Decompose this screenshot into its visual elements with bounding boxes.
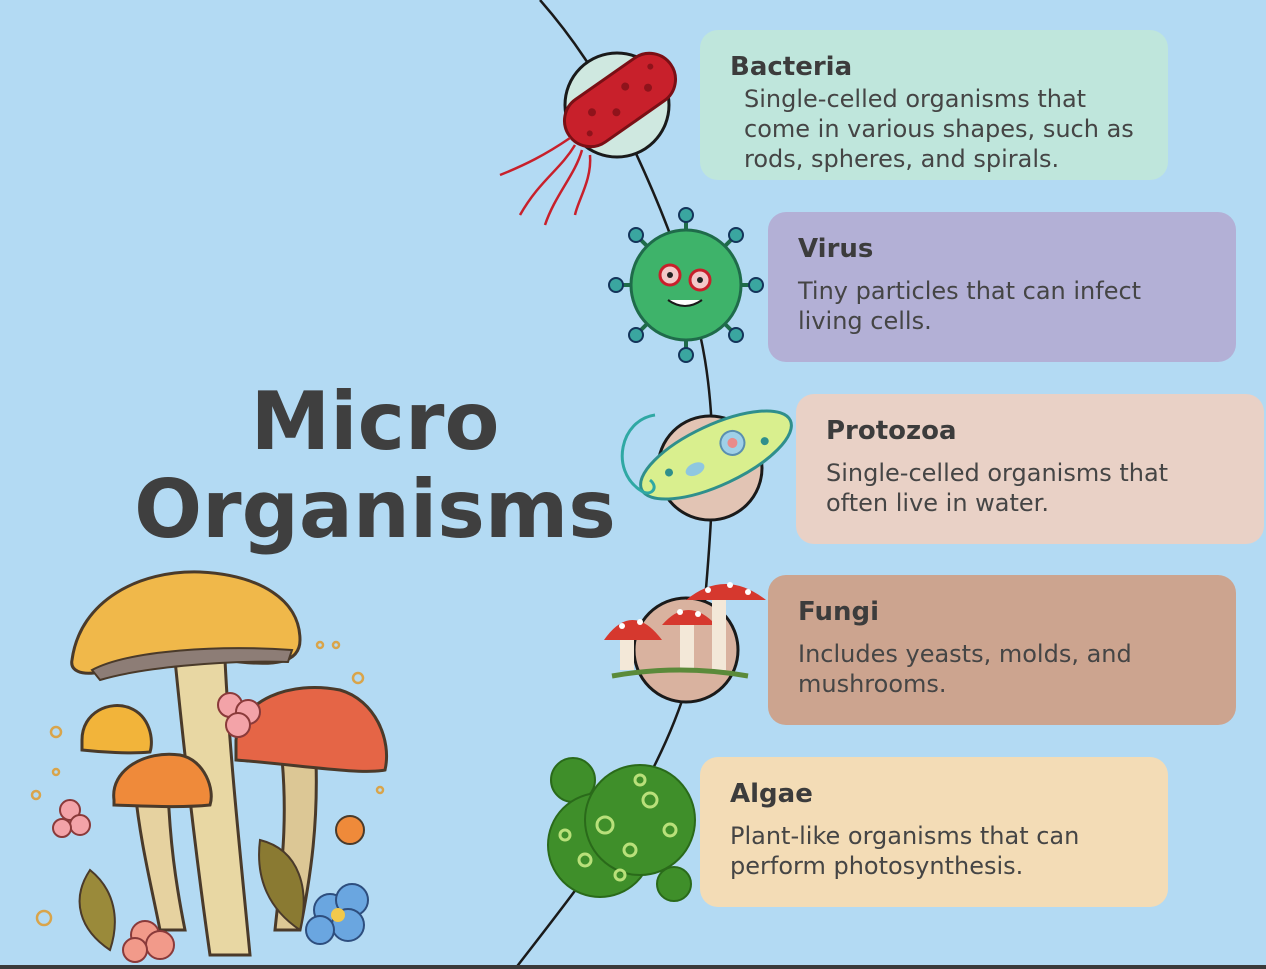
card-description: Single-celled organisms that come in var… [744, 85, 1134, 173]
card-description: Tiny particles that can infect living ce… [798, 277, 1142, 335]
card-protozoa: Protozoa Single-celled organisms that of… [796, 394, 1264, 544]
card-description: Includes yeasts, molds, and mushrooms. [798, 640, 1132, 698]
virus-icon [608, 207, 764, 363]
card-title: Protozoa [826, 416, 957, 446]
protozoa-icon [620, 409, 793, 522]
card-title: Algae [730, 779, 813, 809]
card-virus: Virus Tiny particles that can infect liv… [768, 212, 1236, 362]
card-title: Bacteria [730, 52, 853, 82]
title-line-1: Micro [250, 375, 500, 468]
card-description: Plant-like organisms that can perform ph… [730, 822, 1080, 880]
card-description: Single-celled organisms that often live … [826, 459, 1169, 517]
card-title: Virus [798, 234, 874, 264]
card-algae: Algae Plant-like organisms that can perf… [700, 757, 1168, 907]
fungi-icon [604, 582, 766, 704]
bottom-divider [0, 965, 1266, 969]
card-bacteria: Bacteria Single-celled organisms that co… [700, 30, 1168, 180]
page-title: Micro Organisms [120, 378, 630, 554]
mushroom-bouquet-illustration [30, 570, 388, 963]
algae-icon [547, 757, 696, 902]
card-title: Fungi [798, 597, 880, 627]
title-line-2: Organisms [134, 463, 616, 556]
bacteria-icon [499, 51, 677, 226]
card-fungi: Fungi Includes yeasts, molds, and mushro… [768, 575, 1236, 725]
